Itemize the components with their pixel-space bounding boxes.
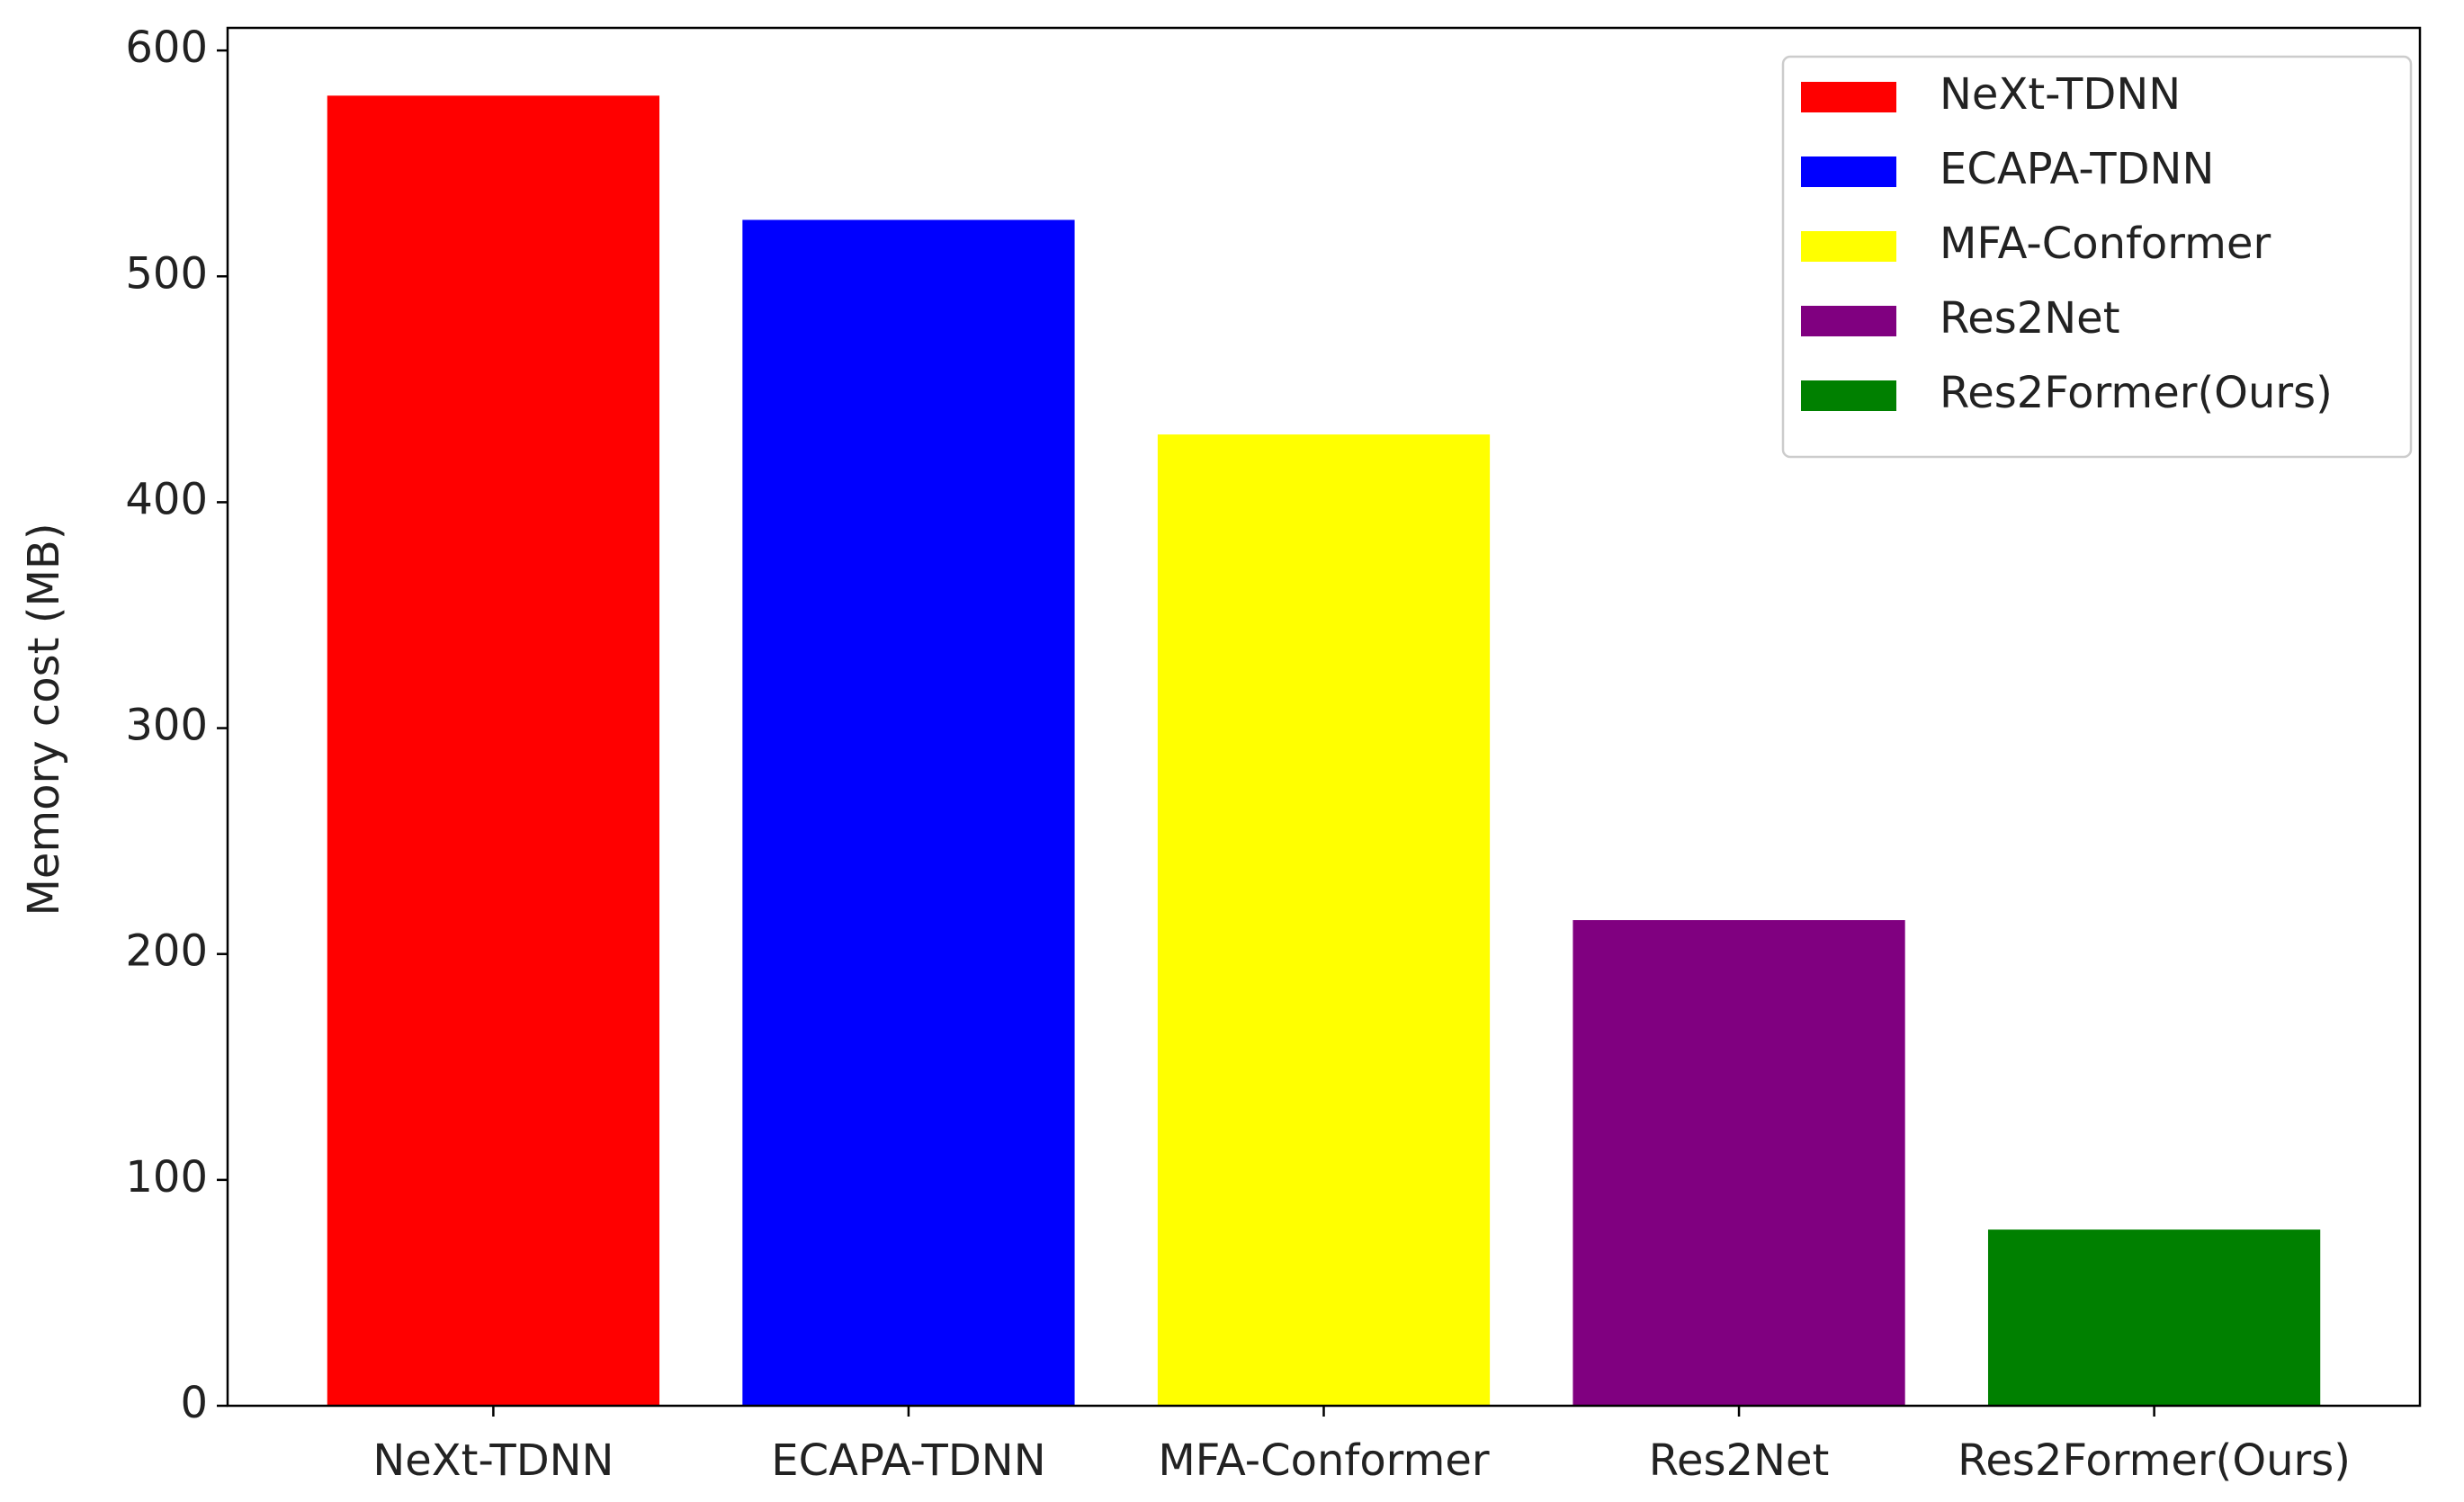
legend-swatch xyxy=(1801,156,1896,187)
x-tick-label: ECAPA-TDNN xyxy=(771,1435,1045,1486)
legend-label: Res2Former(Ours) xyxy=(1940,368,2333,418)
legend-box xyxy=(1781,55,2413,459)
y-tick-label: 0 xyxy=(180,1378,208,1428)
legend-label: NeXt-TDNN xyxy=(1940,69,2181,120)
y-axis-label: Memory cost (MB) xyxy=(19,523,69,916)
y-tick-label: 500 xyxy=(125,248,208,299)
bar xyxy=(1157,434,1491,1407)
y-tick-label: 600 xyxy=(125,22,208,73)
y-tick-label: 200 xyxy=(125,926,208,977)
legend-swatch xyxy=(1801,306,1896,336)
legend-swatch xyxy=(1801,380,1896,411)
y-tick-label: 100 xyxy=(125,1152,208,1202)
bar xyxy=(742,219,1075,1407)
x-tick-label: Res2Net xyxy=(1649,1435,1830,1486)
x-tick-label: MFA-Conformer xyxy=(1158,1435,1489,1486)
legend-label: Res2Net xyxy=(1940,293,2120,344)
x-tick-label: Res2Former(Ours) xyxy=(1958,1435,2351,1486)
bar xyxy=(1987,1229,2321,1406)
y-tick-label: 300 xyxy=(125,701,208,751)
plot-frame xyxy=(226,26,2422,1408)
bar xyxy=(327,95,660,1407)
y-tick-label: 400 xyxy=(125,474,208,524)
legend-label: MFA-Conformer xyxy=(1940,219,2271,269)
bar xyxy=(1572,920,1905,1406)
x-tick-label: NeXt-TDNN xyxy=(372,1435,614,1486)
legend-swatch xyxy=(1801,231,1896,262)
legend-swatch xyxy=(1801,82,1896,112)
legend-label: ECAPA-TDNN xyxy=(1940,144,2214,194)
